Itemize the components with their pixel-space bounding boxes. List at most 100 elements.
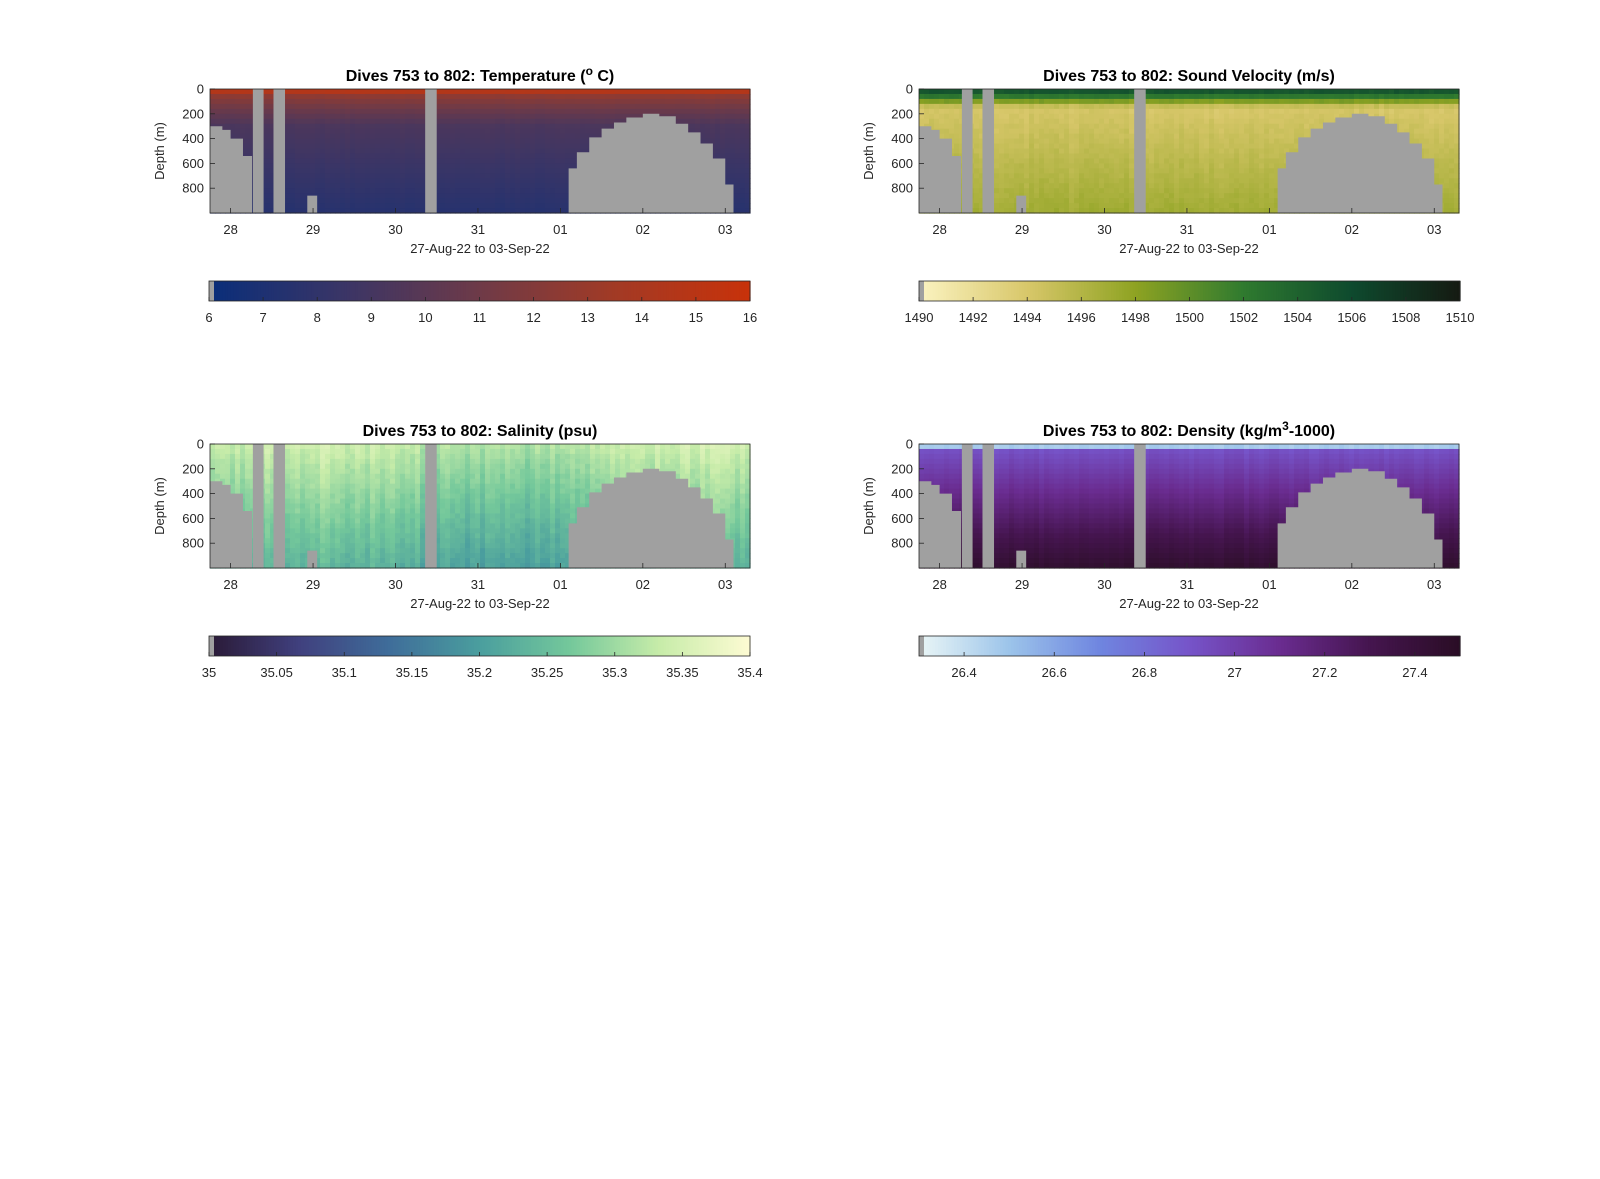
heatmap-cell (385, 148, 391, 155)
heatmap-cell (395, 143, 401, 150)
heatmap-cell (1024, 123, 1030, 130)
heatmap-cell (415, 123, 421, 130)
heatmap-cell (380, 163, 386, 169)
heatmap-cell (630, 98, 636, 105)
heatmap-cell (445, 123, 451, 130)
heatmap-cell (575, 138, 581, 145)
heatmap-cell (445, 168, 451, 174)
heatmap-cell (485, 188, 491, 194)
heatmap-cell (390, 89, 396, 95)
heatmap-cell (580, 143, 586, 150)
heatmap-cell (1024, 188, 1030, 194)
heatmap-cell (1189, 198, 1195, 204)
heatmap-cell (390, 103, 396, 110)
heatmap-cell (1054, 103, 1060, 110)
heatmap-cell (515, 173, 521, 179)
heatmap-cell (510, 138, 516, 145)
heatmap-cell (999, 168, 1005, 174)
heatmap-cell (1199, 123, 1205, 130)
heatmap-cell (1259, 133, 1265, 140)
heatmap-cell (270, 103, 276, 110)
heatmap-cell (1124, 168, 1130, 174)
heatmap-cell (1049, 118, 1055, 125)
heatmap-cell (1314, 93, 1320, 100)
heatmap-cell (1219, 158, 1225, 164)
heatmap-cell (1054, 158, 1060, 164)
heatmap-cell (435, 153, 441, 160)
heatmap-cell (555, 98, 561, 105)
heatmap-cell (640, 89, 646, 95)
heatmap-cell (220, 113, 226, 120)
heatmap-cell (355, 113, 361, 120)
heatmap-cell (300, 183, 306, 189)
heatmap-cell (715, 123, 721, 130)
heatmap-cell (1194, 193, 1200, 199)
heatmap-cell (325, 208, 331, 214)
heatmap-cell (465, 128, 471, 135)
heatmap-cell (310, 98, 316, 105)
heatmap-cell (1094, 108, 1100, 115)
heatmap-cell (1039, 178, 1045, 184)
heatmap-cell (1274, 173, 1280, 179)
heatmap-cell (695, 123, 701, 130)
heatmap-cell (1224, 193, 1230, 199)
heatmap-cell (265, 138, 271, 145)
heatmap-cell (410, 89, 416, 95)
heatmap-cell (445, 128, 451, 135)
heatmap-cell (735, 158, 741, 164)
heatmap-cell (1089, 198, 1095, 204)
heatmap-cell (1259, 173, 1265, 179)
heatmap-cell (994, 138, 1000, 145)
heatmap-cell (1164, 128, 1170, 135)
heatmap-cell (530, 178, 536, 184)
colorbar-segment (601, 281, 605, 301)
heatmap-cell (1039, 98, 1045, 105)
heatmap-cell (405, 128, 411, 135)
heatmap-cell (1119, 178, 1125, 184)
colorbar-segment (614, 281, 619, 301)
heatmap-cell (415, 188, 421, 194)
heatmap-cell (1164, 163, 1170, 169)
heatmap-cell (420, 93, 426, 100)
heatmap-cell (1254, 193, 1260, 199)
heatmap-cell (1249, 208, 1255, 214)
heatmap-cell (1069, 153, 1075, 160)
heatmap-cell (1124, 143, 1130, 150)
heatmap-cell (310, 89, 316, 95)
heatmap-cell (285, 103, 291, 110)
heatmap-cell (954, 133, 960, 140)
heatmap-cell (1189, 98, 1195, 105)
heatmap-cell (1054, 188, 1060, 194)
heatmap-cell (335, 108, 341, 115)
heatmap-cell (385, 133, 391, 140)
heatmap-cell (1254, 103, 1260, 110)
heatmap-cell (1064, 203, 1070, 209)
heatmap-cell (1109, 128, 1115, 135)
heatmap-cell (505, 123, 511, 130)
heatmap-cell (1029, 148, 1035, 155)
heatmap-cell (325, 183, 331, 189)
heatmap-cell (290, 158, 296, 164)
heatmap-cell (330, 89, 336, 95)
heatmap-cell (455, 108, 461, 115)
heatmap-cell (555, 128, 561, 135)
heatmap-cell (1019, 108, 1025, 115)
heatmap-cell (490, 128, 496, 135)
heatmap-cell (420, 118, 426, 125)
heatmap-cell (1104, 128, 1110, 135)
heatmap-cell (705, 98, 711, 105)
heatmap-cell (1094, 163, 1100, 169)
heatmap-cell (410, 203, 416, 209)
heatmap-cell (1104, 93, 1110, 100)
heatmap-cell (350, 93, 356, 100)
heatmap-cell (1154, 188, 1160, 194)
heatmap-cell (320, 148, 326, 155)
heatmap-cell (1019, 103, 1025, 110)
heatmap-cell (1274, 198, 1280, 204)
heatmap-cell (410, 183, 416, 189)
heatmap-cell (445, 153, 451, 160)
heatmap-cell (1089, 103, 1095, 110)
heatmap-cell (650, 103, 656, 110)
heatmap-cell (455, 148, 461, 155)
heatmap-cell (455, 203, 461, 209)
